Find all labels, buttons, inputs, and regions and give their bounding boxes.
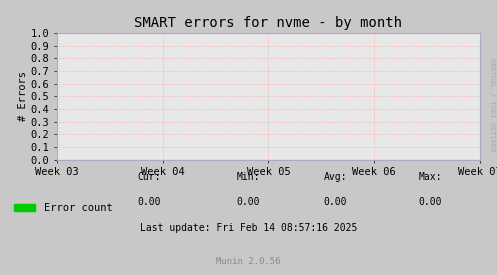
Text: Min:: Min: — [237, 172, 260, 182]
Text: 0.00: 0.00 — [324, 197, 347, 207]
Text: 0.00: 0.00 — [237, 197, 260, 207]
Text: RRDTOOL / TOBI OETIKER: RRDTOOL / TOBI OETIKER — [489, 58, 495, 151]
Text: Max:: Max: — [418, 172, 442, 182]
Title: SMART errors for nvme - by month: SMART errors for nvme - by month — [134, 16, 403, 31]
Text: 0.00: 0.00 — [418, 197, 442, 207]
Text: Munin 2.0.56: Munin 2.0.56 — [216, 257, 281, 266]
Legend: Error count: Error count — [10, 199, 116, 218]
Text: Cur:: Cur: — [137, 172, 161, 182]
Text: Last update: Fri Feb 14 08:57:16 2025: Last update: Fri Feb 14 08:57:16 2025 — [140, 223, 357, 233]
Y-axis label: # Errors: # Errors — [18, 71, 28, 121]
Text: 0.00: 0.00 — [137, 197, 161, 207]
Text: Avg:: Avg: — [324, 172, 347, 182]
